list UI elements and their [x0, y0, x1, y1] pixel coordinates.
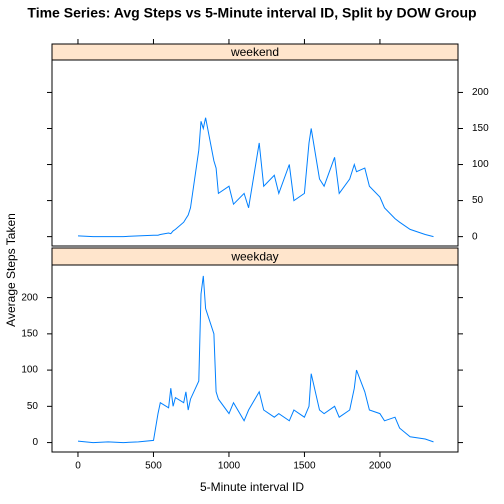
x-tick-label: 1000	[218, 461, 241, 472]
data-line	[77, 117, 434, 238]
strip-label: weekday	[230, 250, 278, 264]
x-tick-label: 1500	[293, 461, 316, 472]
y-tick-label: 0	[32, 437, 38, 448]
y-tick-label: 200	[472, 87, 489, 98]
panel	[51, 264, 459, 453]
strip-label: weekend	[230, 45, 279, 59]
data-line	[77, 275, 434, 444]
x-tick-label: 500	[145, 461, 162, 472]
y-tick-label: 100	[21, 365, 38, 376]
x-tick-label: 2000	[369, 461, 392, 472]
y-tick-label: 150	[472, 123, 489, 134]
y-tick-label: 0	[472, 231, 478, 242]
y-tick-label: 100	[472, 159, 489, 170]
chart-title: Time Series: Avg Steps vs 5-Minute inter…	[27, 5, 476, 21]
y-tick-label: 200	[21, 292, 38, 303]
y-axis-label: Average Steps Taken	[4, 213, 18, 327]
y-tick-label: 50	[472, 195, 484, 206]
x-tick-label: 0	[75, 461, 81, 472]
panel	[51, 59, 459, 247]
x-axis-label: 5-Minute interval ID	[200, 480, 304, 494]
y-tick-label: 50	[27, 401, 39, 412]
y-tick-label: 150	[21, 328, 38, 339]
